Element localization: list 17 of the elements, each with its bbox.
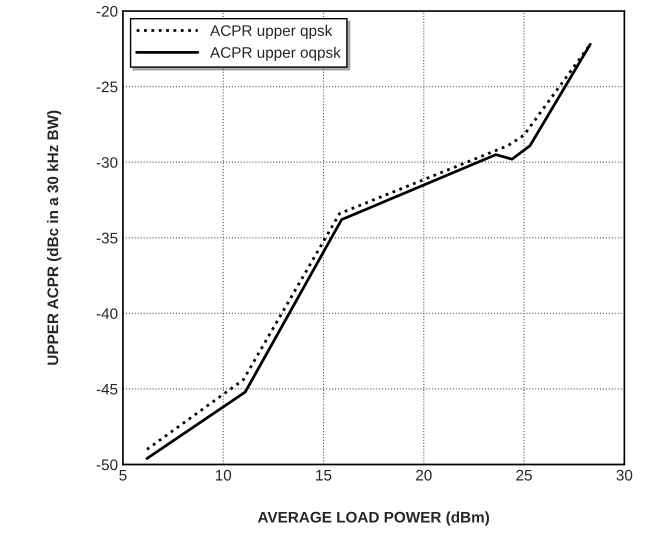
x-tick-label: 10 (216, 470, 232, 481)
y-tick-label: -40 (96, 308, 118, 320)
x-axis-title: AVERAGE LOAD POWER (dBm) (258, 511, 490, 526)
y-tick-label: -45 (96, 384, 118, 395)
x-tick-label: 15 (316, 470, 332, 481)
y-tick-label: -50 (96, 459, 118, 470)
y-tick-label: -35 (96, 232, 118, 244)
x-tick-label: 25 (516, 470, 532, 481)
y-axis-title: UPPER ACPR (dBc in a 30 kHz BW) (47, 110, 62, 365)
x-tick-label: 20 (416, 470, 432, 481)
y-tick-label: -25 (96, 82, 118, 92)
legend-label: ACPR upper oqpsk (210, 46, 341, 61)
x-tick-label: 30 (616, 470, 632, 481)
y-tick-label: -30 (96, 157, 118, 168)
legend-label: ACPR upper qpsk (210, 24, 332, 40)
x-tick-label: 5 (119, 470, 127, 481)
y-tick-label: -20 (96, 6, 118, 17)
